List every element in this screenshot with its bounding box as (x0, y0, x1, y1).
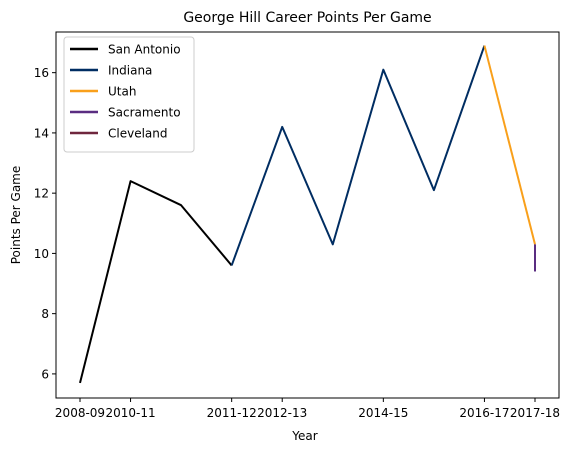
x-axis-label: Year (291, 429, 317, 443)
y-tick-label: 12 (34, 187, 49, 201)
legend-label: Utah (108, 85, 136, 99)
x-tick-label: 2011-12 (207, 406, 257, 420)
x-tick-label: 2016-17 (459, 406, 509, 420)
y-axis-label: Points Per Game (9, 166, 23, 265)
x-tick-label: 2008-09 (55, 406, 105, 420)
y-tick-label: 8 (41, 307, 49, 321)
x-tick-label: 2010-11 (105, 406, 155, 420)
series-line-indiana (230, 45, 486, 266)
y-tick-label: 14 (34, 126, 49, 140)
x-tick-label: 2012-13 (257, 406, 307, 420)
legend-label: San Antonio (108, 43, 181, 57)
axes-layer: 2008-09 2010-11 2011-12 2012-13 2014-15 2016-… (34, 66, 560, 420)
y-tick-label: 10 (34, 247, 49, 261)
legend-label: Indiana (108, 64, 152, 78)
chart-title: George Hill Career Points Per Game (183, 10, 431, 26)
series-layer (79, 45, 536, 384)
legend-label: Cleveland (108, 127, 168, 141)
legend-label: Sacramento (108, 106, 181, 120)
series-line-utah (483, 45, 536, 245)
legend-box (63, 36, 195, 153)
y-tick-label: 16 (34, 66, 49, 80)
plot-frame (55, 31, 560, 399)
legend: San Antonio Indiana Utah Sacramento Clevelan… (63, 36, 195, 153)
x-tick-label: 2014-15 (358, 406, 408, 420)
x-tick-label: 2017-18 (510, 406, 560, 420)
series-line-san-antonio (79, 180, 233, 384)
y-tick-label: 6 (41, 367, 49, 381)
